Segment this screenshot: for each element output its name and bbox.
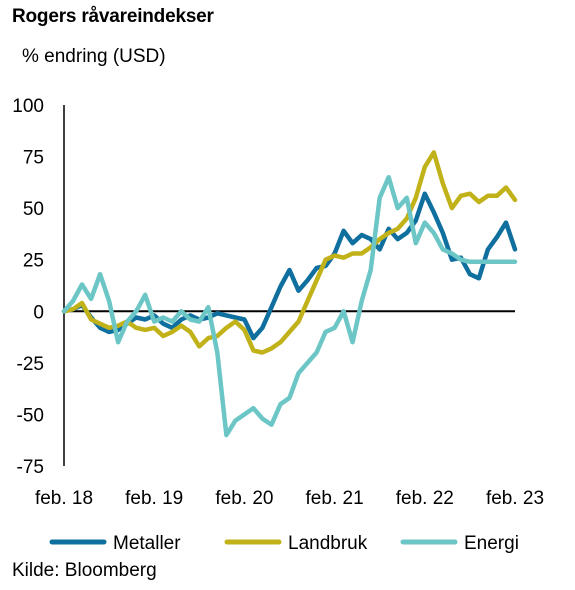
y-tick-label: 50 [23, 199, 44, 220]
chart-title: Rogers råvareindekser [12, 6, 214, 27]
x-tick-label: feb. 20 [215, 488, 273, 509]
legend: Metaller Landbruk Energi [49, 533, 519, 554]
x-tick-label: feb. 18 [35, 488, 93, 509]
y-tick-label: 0 [33, 302, 44, 323]
series-line-landbruk [61, 150, 518, 355]
y-tick-label: 25 [23, 251, 44, 272]
legend-label-metaller: Metaller [113, 533, 181, 554]
x-tick-label: feb. 21 [306, 488, 364, 509]
y-tick-label: -75 [17, 457, 44, 478]
y-tick-label: 100 [12, 96, 44, 117]
series-line-energi [61, 174, 518, 438]
y-tick-label: -50 [17, 405, 44, 426]
x-axis-ticks: feb. 18 feb. 19 feb. 20 feb. 21 feb. 22 feb. … [35, 488, 544, 509]
y-tick-label: 75 [23, 148, 44, 169]
legend-label-energi: Energi [464, 533, 519, 554]
y-axis-unit-label: % endring (USD) [22, 46, 166, 67]
series-line-metaller [61, 191, 518, 341]
x-tick-label: feb. 22 [396, 488, 454, 509]
y-axis-ticks: 100 75 50 25 0 -25 -50 -75 [12, 96, 44, 478]
x-tick-label: feb. 19 [125, 488, 183, 509]
source-note: Kilde: Bloomberg [12, 560, 157, 581]
series-lines [61, 150, 518, 438]
x-tick-label: feb. 23 [486, 488, 544, 509]
y-tick-label: -25 [17, 354, 44, 375]
legend-label-landbruk: Landbruk [288, 533, 368, 554]
